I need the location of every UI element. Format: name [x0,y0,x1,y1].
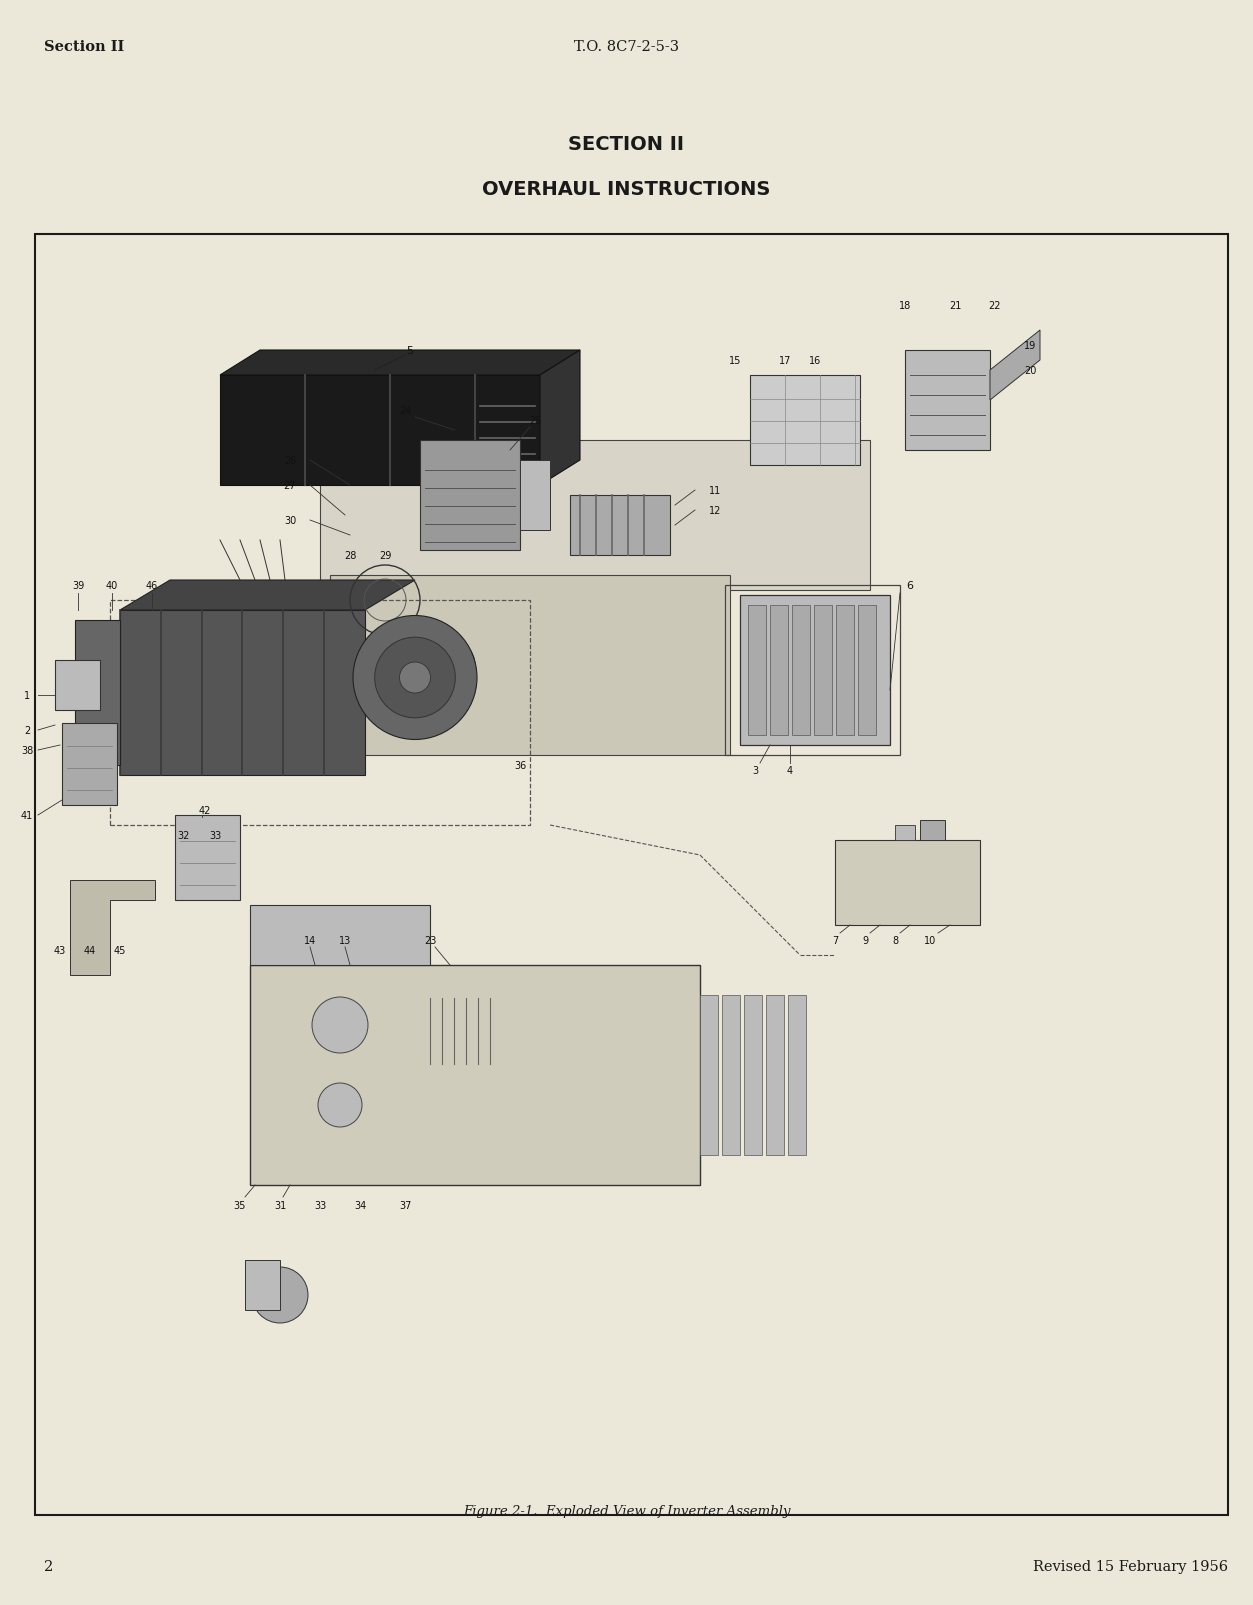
Text: 37: 37 [398,1201,411,1210]
Text: 4: 4 [787,766,793,775]
Text: 28: 28 [343,551,356,560]
Bar [895,825,915,841]
Text: 3: 3 [752,766,758,775]
Text: 1: 1 [24,690,30,700]
Circle shape [400,663,431,693]
Polygon shape [120,581,415,610]
Text: 7: 7 [832,936,838,945]
Text: 31: 31 [274,1201,286,1210]
Text: 2: 2 [24,725,30,735]
Circle shape [312,997,368,1053]
Text: 19: 19 [1024,340,1036,351]
Text: OVERHAUL INSTRUCTIONS: OVERHAUL INSTRUCTIONS [482,180,771,199]
Bar [55,661,100,711]
Text: 46: 46 [145,581,158,591]
Bar [920,820,945,841]
Text: 38: 38 [21,746,33,756]
Text: 34: 34 [353,1201,366,1210]
Text: 22: 22 [989,300,1001,311]
Bar [700,995,718,1156]
Text: 45: 45 [114,945,127,955]
Text: 11: 11 [709,486,722,496]
Text: 9: 9 [862,936,868,945]
Text: 27: 27 [283,482,296,491]
Text: 23: 23 [424,936,436,945]
Bar [251,965,700,1184]
Polygon shape [221,351,580,376]
Bar [175,815,241,900]
Text: 44: 44 [84,945,96,955]
Bar [722,995,741,1156]
Text: 33: 33 [209,830,221,841]
Text: 16: 16 [809,356,821,366]
Text: 2: 2 [44,1558,53,1573]
Polygon shape [221,376,540,486]
Text: Revised 15 February 1956: Revised 15 February 1956 [1032,1558,1228,1573]
Text: 41: 41 [21,811,33,820]
Polygon shape [540,351,580,486]
Text: 35: 35 [234,1201,246,1210]
Bar [35,234,1228,1515]
Text: 5: 5 [406,345,413,356]
Bar [420,441,520,551]
Circle shape [425,640,475,690]
Polygon shape [70,881,155,976]
Text: 17: 17 [779,356,791,366]
Circle shape [375,637,455,719]
Bar [61,724,117,806]
Text: 6: 6 [906,581,913,591]
Text: 10: 10 [923,936,936,945]
Bar [246,1260,279,1310]
Bar [110,600,530,825]
Bar [748,605,766,735]
Bar [771,605,788,735]
Text: 32: 32 [177,830,189,841]
Bar [858,605,876,735]
Text: 8: 8 [892,936,898,945]
Text: 36: 36 [514,761,526,770]
Text: 29: 29 [378,551,391,560]
Text: 43: 43 [54,945,66,955]
Bar [520,461,550,531]
Bar [788,995,806,1156]
Text: 33: 33 [313,1201,326,1210]
Bar [905,351,990,451]
Text: 12: 12 [709,506,722,515]
Text: 39: 39 [71,581,84,591]
Text: 14: 14 [304,936,316,945]
Polygon shape [990,331,1040,401]
Bar [251,905,430,965]
Text: 13: 13 [338,936,351,945]
Text: 24: 24 [398,406,411,416]
Bar [792,605,809,735]
Bar [836,605,855,735]
Text: 20: 20 [1024,366,1036,376]
Text: 21: 21 [949,300,961,311]
Circle shape [353,616,477,740]
Bar [751,376,860,465]
Text: 30: 30 [284,515,296,526]
Text: 42: 42 [199,806,212,815]
Text: 25: 25 [529,416,541,425]
Bar [766,995,784,1156]
Bar [744,995,762,1156]
Circle shape [252,1268,308,1323]
Text: SECTION II: SECTION II [569,135,684,154]
Text: Section II: Section II [44,40,124,55]
Text: 40: 40 [105,581,118,591]
Polygon shape [120,610,365,775]
Bar [75,621,120,766]
Text: T.O. 8C7-2-5-3: T.O. 8C7-2-5-3 [574,40,679,55]
Bar [330,576,730,756]
Bar [814,605,832,735]
Bar [570,496,670,555]
Bar [320,441,870,591]
Text: Figure 2-1.  Exploded View of Inverter Assembly: Figure 2-1. Exploded View of Inverter As… [462,1504,791,1517]
Text: 26: 26 [284,456,296,465]
Bar [834,841,980,926]
Bar [741,595,890,746]
Text: 18: 18 [898,300,911,311]
Circle shape [318,1083,362,1127]
Text: 15: 15 [729,356,742,366]
